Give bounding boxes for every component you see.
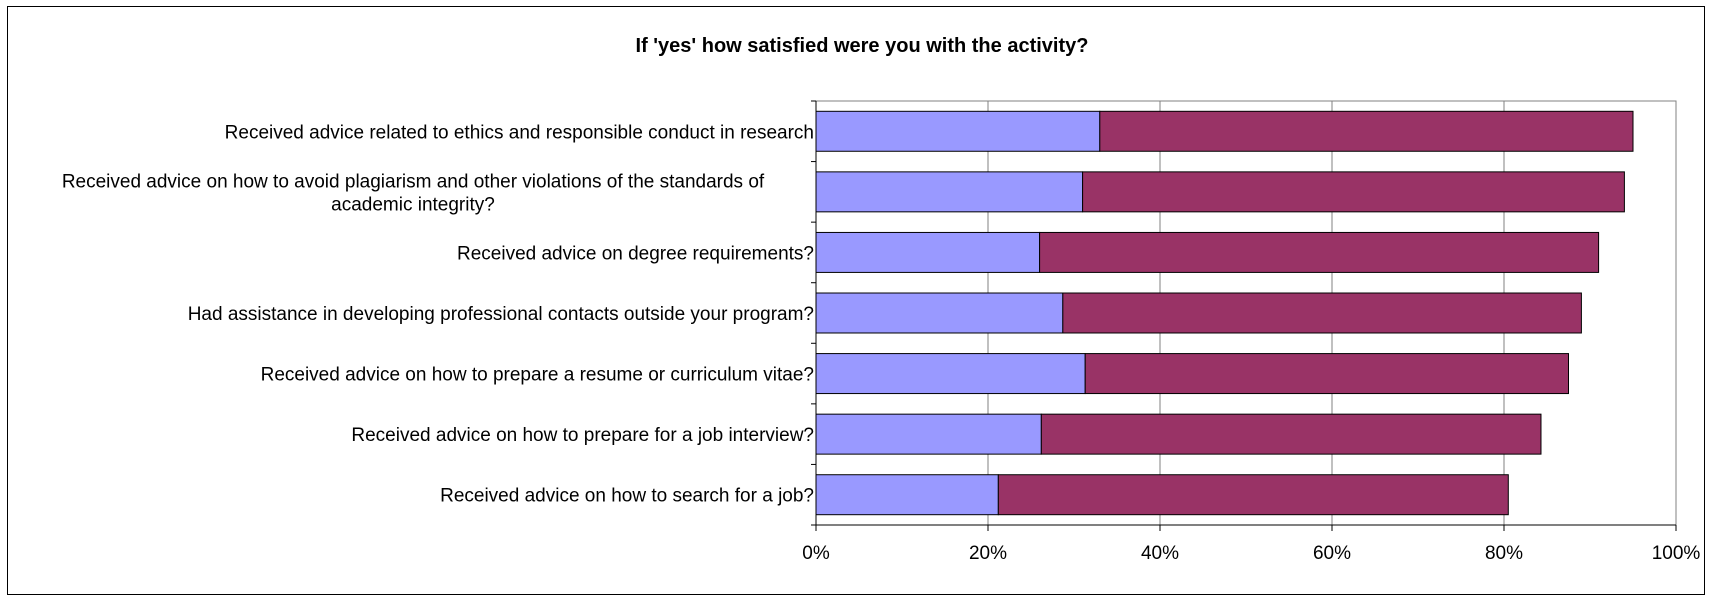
x-tick-label: 60% <box>1313 543 1351 564</box>
bar-segment-series-2 <box>1062 292 1582 334</box>
axes <box>811 100 1677 531</box>
x-tick-label: 100% <box>1652 543 1701 564</box>
category-label-text: Received advice on degree requirements? <box>457 243 814 264</box>
category-label-text: Received advice on how to prepare a resu… <box>261 365 814 386</box>
bar-segment-series-2 <box>1084 353 1570 395</box>
category-label-text: academic integrity? <box>331 194 495 215</box>
bar-segment-series-1 <box>815 413 1042 455</box>
chart-title: If 'yes' how satisfied were you with the… <box>636 35 1089 57</box>
bar-segment-series-1 <box>815 171 1084 213</box>
bars <box>815 110 1634 516</box>
category-label: Received advice on how to prepare for a … <box>351 425 814 446</box>
category-label: Received advice on how to avoid plagiari… <box>62 171 765 215</box>
category-label-text: Received advice on how to search for a j… <box>440 486 814 507</box>
category-label-text: Received advice on how to prepare for a … <box>351 425 814 446</box>
x-tick-label: 20% <box>969 543 1007 564</box>
category-label-text: Received advice on how to avoid plagiari… <box>62 171 765 192</box>
bar-segment-series-1 <box>815 110 1101 152</box>
bar-segment-series-2 <box>997 474 1509 516</box>
bar-segment-series-2 <box>1099 110 1634 152</box>
category-label: Received advice on how to prepare a resu… <box>261 365 814 386</box>
x-tick-label: 80% <box>1485 543 1523 564</box>
category-label: Received advice related to ethics and re… <box>225 122 814 143</box>
bar-segment-series-1 <box>815 231 1041 273</box>
bar-segment-series-2 <box>1039 231 1600 273</box>
category-label-text: Received advice related to ethics and re… <box>225 122 814 143</box>
category-labels: Received advice related to ethics and re… <box>62 122 814 506</box>
x-tick-labels: 0% 20% 40% 60% 80% 100% <box>802 543 1700 564</box>
bar-segment-series-1 <box>815 353 1086 395</box>
x-tick-label: 0% <box>802 543 830 564</box>
bar-segment-series-1 <box>815 292 1064 334</box>
category-label: Received advice on degree requirements? <box>457 243 814 264</box>
category-label-text: Had assistance in developing professiona… <box>188 304 814 325</box>
bar-segment-series-2 <box>1082 171 1625 213</box>
bar-segment-series-1 <box>815 474 999 516</box>
category-label: Had assistance in developing professiona… <box>188 304 814 325</box>
bar-segment-series-2 <box>1040 413 1542 455</box>
x-tick-label: 40% <box>1141 543 1179 564</box>
category-label: Received advice on how to search for a j… <box>440 486 814 507</box>
